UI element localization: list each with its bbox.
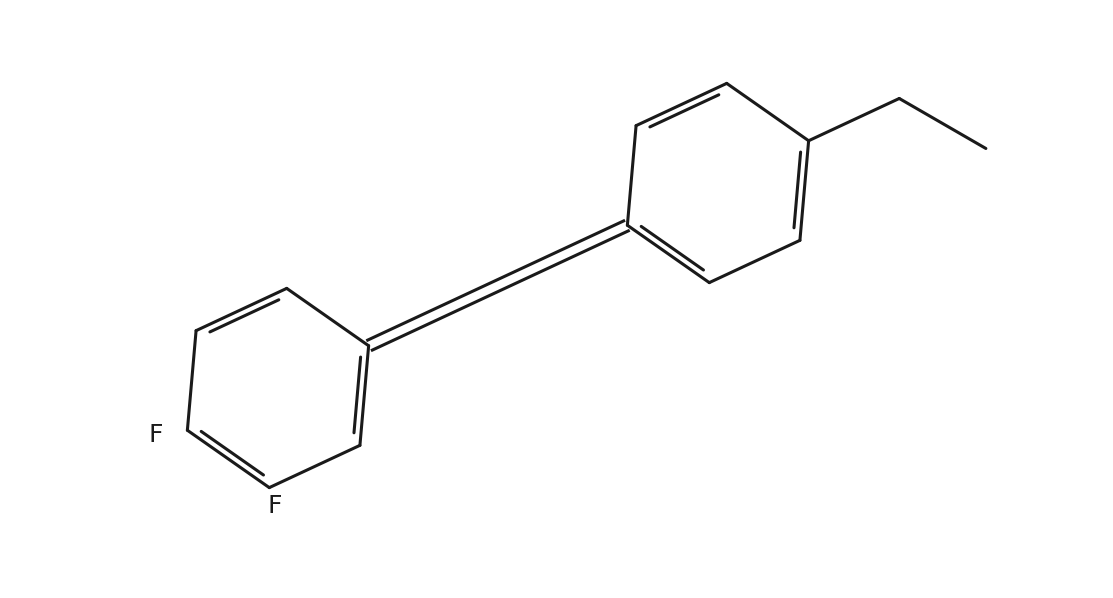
Text: F: F	[267, 493, 282, 518]
Text: F: F	[148, 423, 162, 447]
